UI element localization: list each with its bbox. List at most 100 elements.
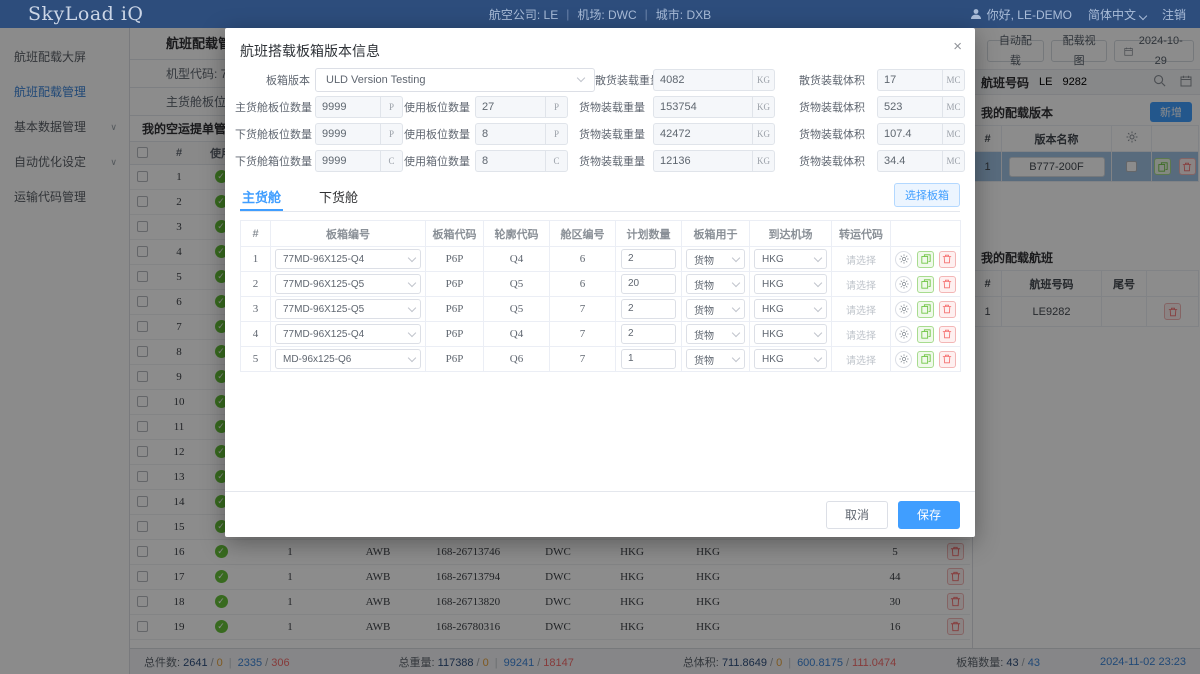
arrival-airport-select[interactable]: HKG	[754, 274, 827, 294]
close-icon[interactable]: ×	[953, 38, 962, 55]
delete-row-button[interactable]	[938, 300, 956, 318]
calendar-icon[interactable]	[1180, 75, 1192, 90]
uld-usage-select[interactable]: 货物	[686, 324, 745, 344]
carrier-code-input[interactable]: LE	[1039, 76, 1053, 88]
transfer-code-select[interactable]: 请选择	[846, 255, 876, 267]
planned-qty-input[interactable]: 1	[621, 349, 676, 369]
transfer-code-select[interactable]: 请选择	[846, 280, 876, 292]
row-checkbox[interactable]	[136, 521, 148, 533]
arrival-airport-select[interactable]: HKG	[754, 299, 827, 319]
search-icon[interactable]	[1153, 74, 1166, 90]
arrival-airport-select[interactable]: HKG	[754, 249, 827, 269]
delete-row-button[interactable]	[938, 325, 956, 343]
gear-icon[interactable]	[895, 325, 913, 343]
row-checkbox[interactable]	[136, 321, 148, 333]
version-checkbox[interactable]	[1126, 161, 1137, 173]
row-checkbox[interactable]	[136, 471, 148, 483]
language-selector[interactable]: 简体中文	[1088, 6, 1148, 23]
lower-deck-containers-field[interactable]: 9999 C	[315, 149, 403, 172]
row-checkbox[interactable]	[136, 246, 148, 258]
used-positions-field[interactable]: 27 P	[475, 95, 568, 118]
planned-qty-input[interactable]: 2	[621, 299, 676, 319]
row-checkbox[interactable]	[136, 621, 148, 633]
sidebar-item[interactable]: 基本数据管理 ∨	[0, 110, 129, 145]
row-checkbox[interactable]	[136, 571, 148, 583]
copy-row-button[interactable]	[917, 325, 934, 343]
row-checkbox[interactable]	[136, 171, 148, 183]
uld-usage-select[interactable]: 货物	[686, 349, 745, 369]
select-uld-button[interactable]: 选择板箱	[894, 183, 960, 207]
flight-number-input[interactable]: 9282	[1062, 76, 1087, 88]
delete-row-button[interactable]	[946, 618, 964, 635]
transfer-code-select[interactable]: 请选择	[846, 305, 876, 317]
gear-icon[interactable]	[895, 300, 913, 318]
transfer-code-select[interactable]: 请选择	[846, 330, 876, 342]
arrival-airport-select[interactable]: HKG	[754, 324, 827, 344]
row-checkbox[interactable]	[136, 596, 148, 608]
copy-row-button[interactable]	[917, 300, 934, 318]
uld-number-select[interactable]: 77MD-96X125-Q4	[275, 249, 421, 269]
gear-icon[interactable]	[895, 275, 913, 293]
gear-icon[interactable]	[895, 350, 913, 368]
delete-version-button[interactable]	[1178, 158, 1196, 175]
planned-qty-input[interactable]: 20	[621, 274, 676, 294]
row-checkbox[interactable]	[136, 496, 148, 508]
row-checkbox[interactable]	[136, 196, 148, 208]
copy-row-button[interactable]	[917, 350, 934, 368]
uld-usage-select[interactable]: 货物	[686, 249, 745, 269]
bulk-weight-field[interactable]: 4082 KG	[653, 68, 775, 91]
tab-lower-deck[interactable]: 下货舱	[319, 190, 359, 205]
cargo-weight-field[interactable]: 42472 KG	[653, 122, 775, 145]
copy-row-button[interactable]	[917, 275, 934, 293]
row-checkbox[interactable]	[136, 221, 148, 233]
row-checkbox[interactable]	[136, 271, 148, 283]
cargo-weight-field[interactable]: 153754 KG	[653, 95, 775, 118]
delete-row-button[interactable]	[946, 543, 964, 560]
select-all-checkbox[interactable]	[136, 147, 148, 159]
date-picker-button[interactable]: 2024-10-29	[1114, 35, 1194, 67]
transfer-code-select[interactable]: 请选择	[846, 355, 876, 367]
bulk-volume-field[interactable]: 17 MC	[877, 68, 965, 91]
sidebar-item[interactable]: 航班配载大屏	[0, 40, 129, 75]
version-row[interactable]: 1 B777-200F	[973, 151, 1199, 182]
cancel-button[interactable]: 取消	[825, 500, 888, 529]
row-checkbox[interactable]	[136, 296, 148, 308]
planned-qty-input[interactable]: 2	[621, 249, 676, 269]
row-checkbox[interactable]	[136, 546, 148, 558]
delete-flight-button[interactable]	[1164, 303, 1181, 320]
copy-version-button[interactable]	[1154, 158, 1172, 175]
uld-number-select[interactable]: MD-96x125-Q6	[275, 349, 421, 369]
row-checkbox[interactable]	[136, 346, 148, 358]
delete-row-button[interactable]	[938, 350, 956, 368]
delete-row-button[interactable]	[946, 593, 964, 610]
uld-version-select[interactable]: ULD Version Testing	[315, 67, 595, 92]
cargo-weight-field[interactable]: 12136 KG	[653, 149, 775, 172]
cargo-volume-field[interactable]: 523 MC	[877, 95, 965, 118]
gear-icon[interactable]	[895, 250, 913, 268]
uld-number-select[interactable]: 77MD-96X125-Q4	[275, 324, 421, 344]
sidebar-item[interactable]: 自动优化设定 ∨	[0, 145, 129, 180]
delete-row-button[interactable]	[946, 568, 964, 585]
uld-number-select[interactable]: 77MD-96X125-Q5	[275, 299, 421, 319]
row-checkbox[interactable]	[136, 371, 148, 383]
cargo-volume-field[interactable]: 34.4 MC	[877, 149, 965, 172]
row-checkbox[interactable]	[136, 421, 148, 433]
uld-usage-select[interactable]: 货物	[686, 274, 745, 294]
logout-link[interactable]: 注销	[1161, 7, 1186, 22]
sidebar-item[interactable]: 运输代码管理	[0, 180, 129, 215]
add-version-button[interactable]: 新增	[1150, 102, 1192, 122]
cargo-volume-field[interactable]: 107.4 MC	[877, 122, 965, 145]
lower-deck-positions-field[interactable]: 9999 P	[315, 122, 403, 145]
delete-row-button[interactable]	[938, 250, 956, 268]
tab-main-deck[interactable]: 主货舱	[240, 182, 284, 211]
version-name-input[interactable]: B777-200F	[1008, 156, 1105, 177]
load-view-button[interactable]: 配载视图	[1050, 35, 1108, 67]
delete-row-button[interactable]	[938, 275, 956, 293]
arrival-airport-select[interactable]: HKG	[754, 349, 827, 369]
sidebar-item[interactable]: 航班配载管理	[0, 75, 129, 110]
save-button[interactable]: 保存	[897, 500, 960, 529]
uld-number-select[interactable]: 77MD-96X125-Q5	[275, 274, 421, 294]
uld-usage-select[interactable]: 货物	[686, 299, 745, 319]
